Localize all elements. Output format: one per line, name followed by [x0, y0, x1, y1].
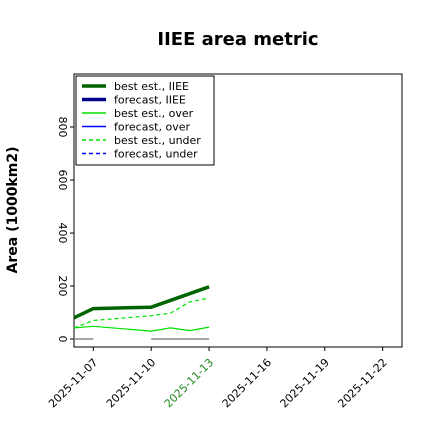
legend-label: forecast, under — [114, 148, 198, 161]
legend-label: best est., under — [114, 134, 201, 147]
series-line — [73, 325, 210, 332]
x-tick-label: 2025-11-16 — [220, 356, 274, 410]
y-tick-label: 800 — [56, 117, 69, 138]
y-tick-label: 400 — [56, 223, 69, 244]
y-tick-label: 600 — [56, 170, 69, 191]
series-layer — [73, 285, 210, 332]
legend-label: best est., over — [114, 107, 194, 120]
series-line — [73, 297, 210, 329]
legend-label: forecast, IIEE — [114, 94, 186, 107]
x-tick-label: 2025-11-10 — [104, 356, 158, 410]
y-tick-label: 0 — [56, 336, 69, 343]
series-line — [73, 285, 210, 320]
plot-frame — [73, 73, 403, 348]
chart-title: IIEE area metric — [157, 29, 318, 50]
y-axis-label: Area (1000km2) — [5, 147, 21, 274]
x-tick-label: 2025-11-07 — [46, 356, 100, 410]
x-axis-ticks: 2025-11-07 2025-11-10 2025-11-13 2025-11-16… — [46, 347, 390, 410]
x-tick-label: 2025-11-19 — [278, 356, 332, 410]
legend-label: forecast, over — [114, 121, 190, 134]
legend-box — [75, 75, 215, 166]
legend-label: best est., IIEE — [114, 80, 189, 93]
y-tick-label: 200 — [56, 276, 69, 297]
y-axis-ticks: 0 200 400 600 800 — [56, 117, 74, 343]
plot-border — [73, 73, 403, 348]
x-tick-label: 2025-11-22 — [335, 356, 389, 410]
x-tick-label: 2025-11-13 — [162, 356, 216, 410]
